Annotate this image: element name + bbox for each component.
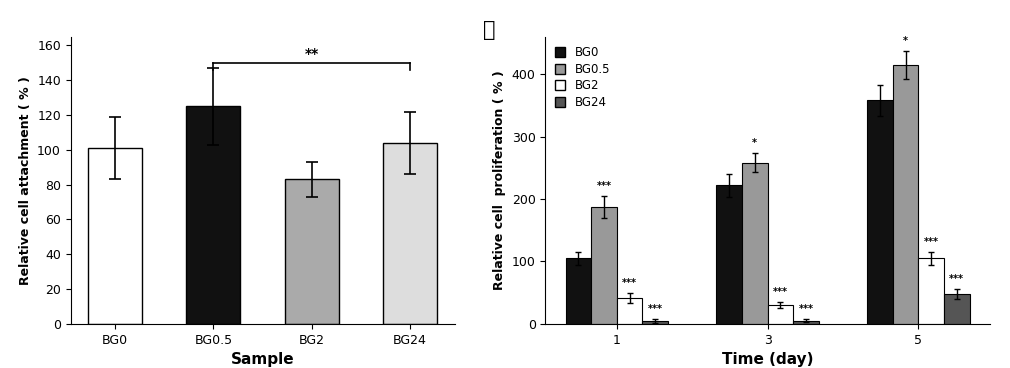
Text: *: * xyxy=(903,36,908,46)
Text: ***: *** xyxy=(949,274,965,284)
Y-axis label: Relative cell attachment ( % ): Relative cell attachment ( % ) xyxy=(18,76,31,285)
Bar xyxy=(716,185,742,324)
X-axis label: Sample: Sample xyxy=(231,352,294,367)
Bar xyxy=(285,180,338,324)
Text: ***: *** xyxy=(799,304,813,315)
X-axis label: Time (day): Time (day) xyxy=(722,352,813,367)
Text: *: * xyxy=(752,138,758,149)
Text: ***: *** xyxy=(622,277,637,288)
Y-axis label: Relative cell  proliferation ( % ): Relative cell proliferation ( % ) xyxy=(493,70,506,290)
Legend: BG0, BG0.5, BG2, BG24: BG0, BG0.5, BG2, BG24 xyxy=(551,43,614,112)
Bar xyxy=(642,321,668,324)
Bar xyxy=(944,294,970,324)
Text: ***: *** xyxy=(773,287,788,297)
Bar xyxy=(383,143,437,324)
Bar xyxy=(566,258,591,324)
Bar xyxy=(893,65,918,324)
Bar xyxy=(742,163,768,324)
Text: 나: 나 xyxy=(483,20,496,40)
Text: ***: *** xyxy=(647,304,663,314)
Bar xyxy=(868,100,893,324)
Bar xyxy=(187,106,240,324)
Bar xyxy=(918,258,944,324)
Text: ***: *** xyxy=(597,181,611,191)
Text: ***: *** xyxy=(924,237,938,247)
Bar xyxy=(88,148,142,324)
Bar xyxy=(768,305,793,324)
Bar xyxy=(617,298,642,324)
Bar xyxy=(793,321,819,324)
Bar xyxy=(591,207,617,324)
Text: **: ** xyxy=(305,47,319,61)
